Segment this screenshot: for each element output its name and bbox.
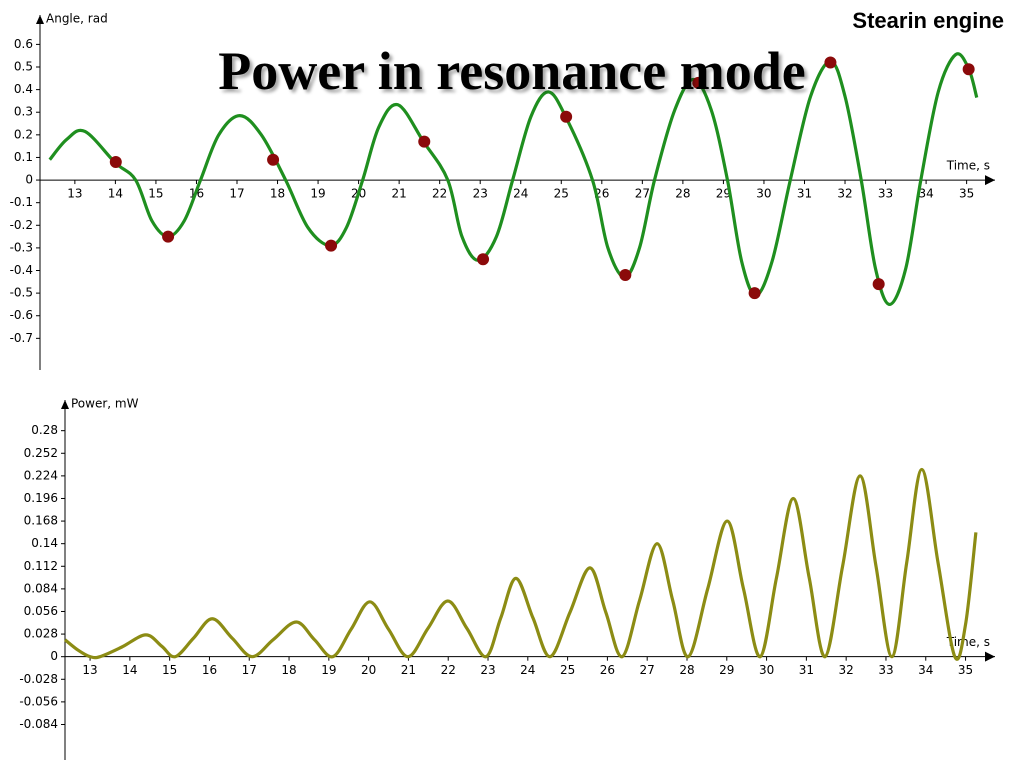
data-line bbox=[63, 467, 978, 661]
x-tick-label: 17 bbox=[242, 663, 257, 677]
data-point bbox=[692, 76, 705, 89]
x-tick-label: 30 bbox=[756, 187, 771, 201]
x-tick-label: 13 bbox=[82, 663, 97, 677]
x-tick-label: 24 bbox=[520, 663, 535, 677]
x-tick-label: 31 bbox=[799, 663, 814, 677]
x-tick-label: 25 bbox=[560, 663, 575, 677]
y-tick-label: 0.084 bbox=[24, 581, 58, 595]
data-point bbox=[162, 230, 175, 243]
y-tick-label: 0.3 bbox=[14, 105, 33, 119]
y-tick-label: 0.5 bbox=[14, 60, 33, 74]
x-axis-label: Time, s bbox=[946, 635, 990, 649]
y-axis-arrow bbox=[36, 15, 44, 24]
y-axis-label: Angle, rad bbox=[46, 12, 108, 26]
y-tick-label: -0.2 bbox=[10, 218, 33, 232]
x-tick-label: 34 bbox=[918, 663, 933, 677]
y-tick-label: 0.6 bbox=[14, 37, 33, 51]
x-tick-label: 33 bbox=[878, 187, 893, 201]
x-tick-label: 18 bbox=[270, 187, 285, 201]
x-axis-arrow bbox=[985, 651, 995, 662]
x-tick-label: 27 bbox=[635, 187, 650, 201]
data-point bbox=[418, 135, 431, 148]
x-tick-label: 28 bbox=[679, 663, 694, 677]
x-tick-label: 23 bbox=[473, 187, 488, 201]
y-tick-label: 0.2 bbox=[14, 127, 33, 141]
data-point bbox=[872, 278, 885, 291]
data-point bbox=[325, 239, 338, 252]
x-tick-label: 27 bbox=[640, 663, 655, 677]
y-tick-label: 0.252 bbox=[24, 446, 58, 460]
y-tick-label: -0.056 bbox=[19, 694, 58, 708]
x-tick-label: 22 bbox=[432, 187, 447, 201]
slide-label: Stearin engine bbox=[852, 8, 1004, 33]
y-tick-label: 0.28 bbox=[31, 423, 58, 437]
slide-title: Power in resonance mode bbox=[218, 41, 806, 101]
x-tick-label: 29 bbox=[719, 663, 734, 677]
x-tick-label: 35 bbox=[958, 663, 973, 677]
x-tick-label: 32 bbox=[837, 187, 852, 201]
x-tick-label: 18 bbox=[281, 663, 296, 677]
x-tick-label: 25 bbox=[554, 187, 569, 201]
y-tick-label: -0.1 bbox=[10, 195, 33, 209]
x-tick-label: 13 bbox=[67, 187, 82, 201]
x-tick-label: 33 bbox=[878, 663, 893, 677]
y-tick-label: 0.196 bbox=[24, 491, 58, 505]
y-tick-label: -0.028 bbox=[19, 672, 58, 686]
data-point bbox=[109, 155, 122, 168]
data-point bbox=[267, 153, 280, 166]
x-tick-label: 32 bbox=[839, 663, 854, 677]
y-tick-label: 0.1 bbox=[14, 150, 33, 164]
x-tick-label: 16 bbox=[202, 663, 217, 677]
y-tick-label: -0.5 bbox=[10, 286, 33, 300]
x-tick-label: 15 bbox=[148, 187, 163, 201]
x-tick-label: 35 bbox=[959, 187, 974, 201]
x-tick-label: 14 bbox=[122, 663, 137, 677]
x-tick-label: 24 bbox=[513, 187, 528, 201]
y-tick-label: 0 bbox=[50, 649, 58, 663]
y-tick-label: 0.4 bbox=[14, 82, 33, 96]
data-point bbox=[477, 253, 490, 266]
data-point bbox=[748, 287, 761, 300]
x-tick-label: 23 bbox=[480, 663, 495, 677]
data-point bbox=[619, 269, 632, 282]
x-axis-label: Time, s bbox=[946, 159, 990, 173]
x-tick-label: 22 bbox=[441, 663, 456, 677]
x-tick-label: 30 bbox=[759, 663, 774, 677]
y-tick-label: 0.056 bbox=[24, 604, 58, 618]
x-tick-label: 19 bbox=[321, 663, 336, 677]
y-axis-label: Power, mW bbox=[71, 397, 139, 411]
y-tick-label: 0.168 bbox=[24, 514, 58, 528]
y-tick-label: -0.3 bbox=[10, 240, 33, 254]
x-tick-label: 34 bbox=[918, 187, 933, 201]
y-tick-label: 0.224 bbox=[24, 468, 58, 482]
y-tick-label: 0 bbox=[25, 173, 33, 187]
x-axis-arrow bbox=[985, 175, 995, 186]
x-tick-label: 15 bbox=[162, 663, 177, 677]
y-tick-label: 0.14 bbox=[31, 536, 58, 550]
y-axis-arrow bbox=[61, 400, 69, 409]
y-tick-label: -0.6 bbox=[10, 308, 33, 322]
x-tick-label: 21 bbox=[391, 187, 406, 201]
data-point bbox=[824, 56, 837, 69]
x-tick-label: 19 bbox=[310, 187, 325, 201]
data-point bbox=[560, 110, 573, 123]
data-point bbox=[962, 63, 975, 76]
y-tick-label: -0.7 bbox=[10, 331, 33, 345]
x-tick-label: 31 bbox=[797, 187, 812, 201]
y-tick-label: 0.028 bbox=[24, 627, 58, 641]
x-tick-label: 14 bbox=[108, 187, 123, 201]
y-tick-label: -0.4 bbox=[10, 263, 33, 277]
x-tick-label: 17 bbox=[229, 187, 244, 201]
y-tick-label: 0.112 bbox=[24, 559, 58, 573]
x-tick-label: 28 bbox=[675, 187, 690, 201]
x-tick-label: 29 bbox=[716, 187, 731, 201]
x-tick-label: 20 bbox=[361, 663, 376, 677]
y-tick-label: -0.084 bbox=[19, 717, 58, 731]
x-tick-label: 21 bbox=[401, 663, 416, 677]
x-tick-label: 26 bbox=[600, 663, 615, 677]
